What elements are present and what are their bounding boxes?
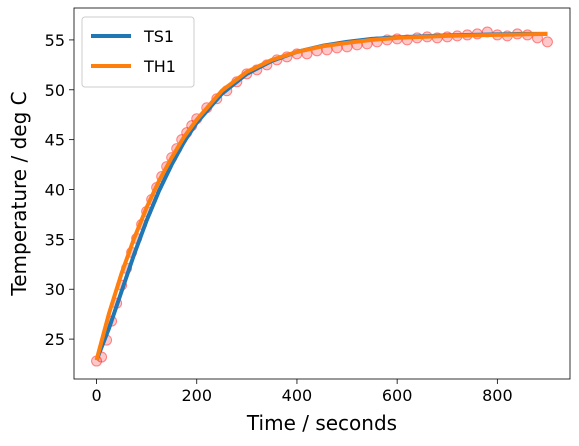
legend-box	[81, 16, 195, 88]
x-axis-ticks: 0 200 400 600 800	[91, 379, 513, 405]
y-tick-label: 30	[45, 280, 65, 299]
y-tick-label: 45	[45, 131, 65, 150]
x-tick-label: 400	[282, 386, 313, 405]
legend: TS1 TH1	[81, 16, 195, 88]
x-tick-label: 200	[181, 386, 212, 405]
x-axis-label: Time / seconds	[246, 411, 397, 435]
x-tick-label: 800	[482, 386, 513, 405]
y-tick-label: 35	[45, 230, 65, 249]
y-tick-label: 50	[45, 81, 65, 100]
y-tick-label: 55	[45, 31, 65, 50]
y-axis-label: Temperature / deg C	[7, 91, 31, 296]
x-tick-label: 0	[91, 386, 101, 405]
y-tick-label: 25	[45, 330, 65, 349]
series-line-th1	[94, 31, 548, 361]
y-tick-label: 40	[45, 181, 65, 200]
x-tick-label: 600	[382, 386, 413, 405]
legend-label-th1: TH1	[143, 57, 176, 76]
y-axis-ticks: 25 30 35 40 45 50 55	[45, 31, 74, 349]
line-layer	[94, 31, 548, 361]
legend-label-ts1: TS1	[143, 27, 174, 46]
plot-frame	[73, 7, 571, 380]
data-point	[541, 36, 553, 48]
